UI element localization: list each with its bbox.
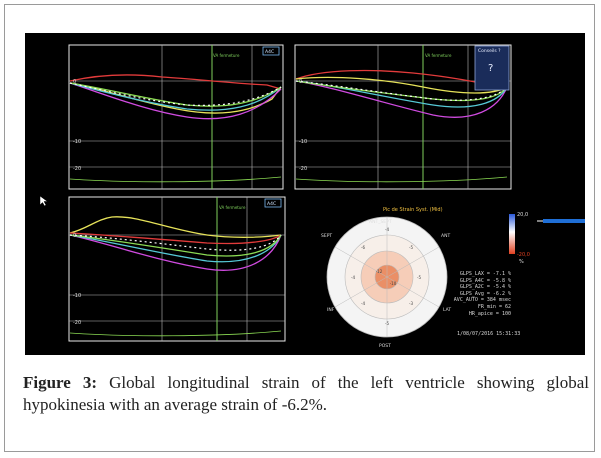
tick-0: 0 bbox=[73, 79, 76, 85]
strain-curves-top-left: 0 -10 -20 VA fermeture A4C bbox=[68, 44, 284, 190]
view-badge-label: A4C bbox=[265, 49, 274, 55]
help-question-icon[interactable]: ? bbox=[488, 63, 493, 74]
scale-max: 20,0 bbox=[517, 212, 528, 218]
label-ant: ANT bbox=[441, 233, 450, 239]
view-badge[interactable] bbox=[262, 46, 280, 56]
figure-caption: Figure 3: Global longitudinal strain of … bbox=[23, 372, 589, 416]
label-sept: SEPT bbox=[321, 233, 332, 239]
strain-panel-top-right: 0 -10 -20 VA fermeture Conseils ? ? bbox=[293, 43, 515, 193]
stat-line: GLPS_A4C = -5.8 % bbox=[459, 277, 511, 284]
svg-text:-5: -5 bbox=[417, 275, 421, 280]
stat-line: GLPS_LAX = -7.1 % bbox=[459, 271, 511, 277]
stat-line: FR_min = 62 bbox=[477, 303, 511, 310]
mouse-cursor-icon bbox=[39, 195, 49, 207]
figure-frame: 0 -10 -20 VA fermeture A4C bbox=[4, 4, 595, 452]
label-ant-sept: ANT_SEPT bbox=[369, 219, 392, 225]
strain-curves-bottom-left: 0 -10 -20 VA fermeture A4C bbox=[68, 196, 286, 342]
bullseye-panel: Pic de Strain Syst. (Mid) -4 -6 -5 -4 -5… bbox=[313, 201, 521, 351]
tick-minus-20: -20 bbox=[73, 166, 81, 172]
strain-panel-top-left: 0 -10 -20 VA fermeture A4C bbox=[67, 43, 287, 193]
svg-text:-3: -3 bbox=[409, 301, 413, 306]
bullseye-plot: Pic de Strain Syst. (Mid) -4 -6 -5 -4 -5… bbox=[321, 207, 451, 349]
tick-0: 0 bbox=[299, 79, 302, 85]
svg-text:-4: -4 bbox=[361, 301, 365, 306]
label-inf: INF bbox=[327, 307, 335, 313]
caption-label: Figure 3: bbox=[23, 373, 98, 392]
caption-text: Global longitudinal strain of the left v… bbox=[23, 373, 589, 414]
strain-curves-top-right: 0 -10 -20 VA fermeture Conseils ? ? bbox=[294, 44, 512, 190]
tick-minus-20: -20 bbox=[299, 166, 307, 172]
svg-text:-10: -10 bbox=[390, 281, 397, 286]
va-fermeture-label: VA fermeture bbox=[425, 53, 452, 58]
label-post: POST bbox=[379, 343, 391, 349]
svg-text:-5: -5 bbox=[409, 245, 413, 250]
help-box-title: Conseils ? bbox=[478, 48, 501, 54]
tick-minus-10: -10 bbox=[73, 139, 81, 145]
va-fermeture-label: VA fermeture bbox=[213, 53, 240, 58]
stat-line: GLPS_Avg = -6.2 % bbox=[459, 290, 511, 297]
svg-text:-6: -6 bbox=[361, 245, 365, 250]
stat-line: HR_apice = 100 bbox=[468, 310, 511, 317]
view-badge-label: A4C bbox=[267, 201, 276, 207]
bullseye-title: Pic de Strain Syst. (Mid) bbox=[383, 207, 443, 213]
label-lat: LAT bbox=[443, 307, 451, 313]
tick-minus-10: -10 bbox=[299, 139, 307, 145]
svg-text:-12: -12 bbox=[376, 269, 383, 274]
svg-text:-4: -4 bbox=[351, 275, 355, 280]
va-fermeture-label: VA fermeture bbox=[219, 205, 246, 210]
glps-stats: GLPS_LAX = -7.1 % GLPS_A4C = -5.8 % GLPS… bbox=[439, 271, 511, 317]
tick-0: 0 bbox=[73, 233, 76, 239]
timestamp: 1/08/07/2016 15:31:33 bbox=[457, 331, 521, 337]
echo-screenshot: 0 -10 -20 VA fermeture A4C bbox=[25, 33, 585, 355]
strain-panel-bottom-left: 0 -10 -20 VA fermeture A4C bbox=[67, 195, 289, 345]
view-badge[interactable] bbox=[264, 198, 282, 208]
scale-min: -20,0 bbox=[517, 252, 530, 258]
svg-text:-5: -5 bbox=[385, 321, 389, 326]
tick-minus-20: -20 bbox=[73, 320, 81, 326]
tick-minus-10: -10 bbox=[73, 293, 81, 299]
side-scroll-handle[interactable] bbox=[537, 213, 585, 227]
scale-unit: % bbox=[519, 259, 524, 265]
strain-color-scale: 20,0 -20,0 % bbox=[507, 208, 535, 268]
svg-text:-4: -4 bbox=[385, 227, 389, 232]
stat-line: GLPS_A2C = -5.4 % bbox=[459, 284, 511, 291]
stat-line: AVC_AUTO = 384 msec bbox=[453, 297, 511, 304]
help-box[interactable] bbox=[474, 45, 510, 91]
